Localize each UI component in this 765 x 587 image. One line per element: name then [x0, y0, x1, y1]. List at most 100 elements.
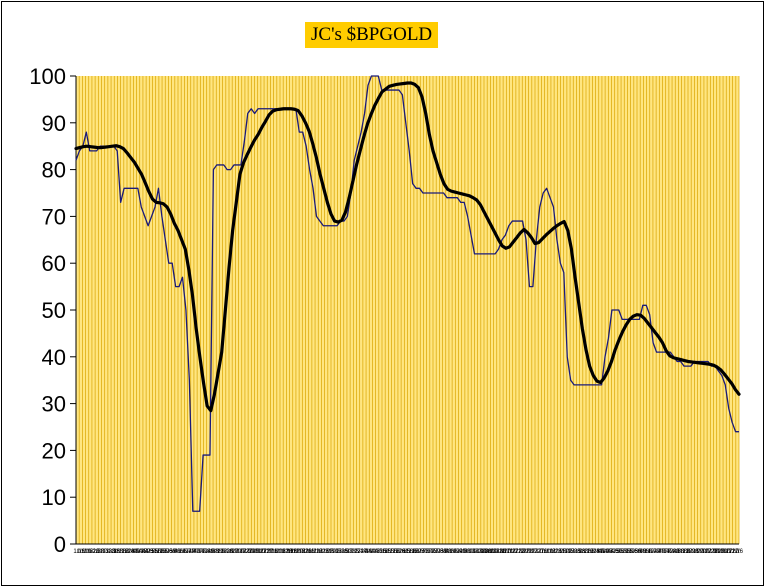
x-tick-label: 5/25 [626, 549, 638, 555]
x-tick-label: 3/6 [577, 549, 586, 555]
x-tick-label: 1/6 [306, 549, 315, 555]
x-tick-label: 6/14 [639, 549, 651, 555]
x-tick-label: 8/13 [677, 549, 689, 555]
x-tick-label: 9/17 [700, 549, 712, 555]
x-tick-label: 12/7 [518, 549, 530, 555]
x-tick-label: 12/27 [529, 549, 545, 555]
x-tick-label: 5/26 [394, 549, 406, 555]
y-tick-label: 100 [29, 64, 66, 89]
x-tick-label: 8/8 [676, 549, 685, 555]
x-tick-label: 6/4 [634, 549, 643, 555]
x-tick-label: 9/18 [467, 549, 479, 555]
x-tick-label: 1/16 [544, 549, 556, 555]
y-tick-label: 90 [42, 111, 66, 136]
x-tick-label: 8/23 [218, 549, 230, 555]
x-tick-label: 4/20 [604, 549, 616, 555]
x-tick-label: 3/21 [120, 549, 132, 555]
x-tick-label: 2/25 [569, 549, 581, 555]
x-tick-label: 7/25 [432, 549, 444, 555]
x-tick-label: 7/24 [199, 549, 211, 555]
x-tick-label: 7/30 [435, 549, 447, 555]
x-tick-label: 5/20 [158, 549, 170, 555]
x-tick-label: 8/3 [673, 549, 682, 555]
x-tick-label: 8/28 [222, 549, 234, 555]
x-tick-label: 2/10 [559, 549, 571, 555]
x-tick-label: 10/3 [477, 549, 489, 555]
x-tick-label: 2/25 [336, 549, 348, 555]
x-tick-label: 8/24 [451, 549, 463, 555]
x-tick-label: 5/16 [387, 549, 399, 555]
x-tick-label: 4/26 [375, 549, 387, 555]
x-tick-label: 3/22 [352, 549, 364, 555]
x-tick-label: 3/17 [349, 549, 361, 555]
x-tick-label: 6/25 [413, 549, 425, 555]
x-tick-label: 6/24 [180, 549, 192, 555]
x-tick-label: 5/30 [630, 549, 642, 555]
x-tick-label: 1/11 [541, 549, 553, 555]
x-tick-label: 9/23 [470, 549, 482, 555]
x-tick-label: 3/1 [108, 549, 117, 555]
x-tick-label: 2/23 [104, 549, 116, 555]
x-tick-label: 12/6 [285, 549, 297, 555]
x-tick-label: 8/3 [207, 549, 216, 555]
x-tick-label: 10/7 [247, 549, 259, 555]
x-tick-label: 5/5 [615, 549, 624, 555]
x-tick-label: 1/21 [85, 549, 97, 555]
x-tick-label: 8/28 [687, 549, 699, 555]
x-tick-label: 5/5 [150, 549, 159, 555]
x-tick-label: 7/14 [658, 549, 670, 555]
x-tick-label: 5/20 [623, 549, 635, 555]
x-tick-label: 3/11 [113, 549, 125, 555]
x-tick-label: 6/10 [403, 549, 415, 555]
x-tick-label: 1/26 [88, 549, 100, 555]
x-tick-label: 8/4 [440, 549, 449, 555]
x-tick-label: 11/6 [266, 549, 278, 555]
x-tick-label: 8/8 [210, 549, 219, 555]
x-tick-label: 12/12 [520, 549, 536, 555]
x-tick-label: 5/25 [161, 549, 173, 555]
x-tick-label: 6/4 [169, 549, 178, 555]
x-tick-label: 8/23 [684, 549, 696, 555]
x-tick-label: 10/2 [709, 549, 721, 555]
x-tick-label: 11/1 [729, 549, 741, 555]
x-tick-label: 5/10 [151, 549, 163, 555]
x-tick-label: 8/18 [215, 549, 227, 555]
x-tick-label: 10/7 [712, 549, 724, 555]
x-tick-label: 9/27 [241, 549, 253, 555]
x-tick-label: 4/15 [601, 549, 613, 555]
x-tick-label: 9/8 [462, 549, 471, 555]
x-tick-label: 5/30 [164, 549, 176, 555]
x-tick-label: 10/27 [724, 549, 740, 555]
x-tick-label: 7/4 [654, 549, 663, 555]
x-tick-label: 1/26 [550, 549, 562, 555]
x-tick-label: 3/16 [582, 549, 594, 555]
x-tick-label: 1/11 [308, 549, 320, 555]
x-tick-label: 3/16 [116, 549, 128, 555]
smoothed-series-line [74, 81, 741, 413]
y-tick-label: 0 [54, 532, 66, 557]
x-tick-label: 3/21 [585, 549, 597, 555]
x-tick-label: 2/3 [93, 549, 102, 555]
x-tick-label: 4/25 [607, 549, 619, 555]
x-tick-label: 10/13 [481, 549, 497, 555]
x-tick-label: 10/12 [249, 549, 265, 555]
x-tick-label: 11/11 [268, 549, 283, 555]
x-tick-label: 11/1 [263, 549, 275, 555]
x-tick-label: 4/5 [131, 549, 140, 555]
x-tick-label: 9/2 [226, 549, 235, 555]
x-tick-label: 6/29 [183, 549, 195, 555]
x-tick-label: 5/11 [384, 549, 396, 555]
x-tick-label: 2/18 [100, 549, 112, 555]
x-tick-label: 5/31 [397, 549, 409, 555]
x-tick-label: 1/1 [303, 549, 312, 555]
x-tick-label: 1/11 [78, 549, 90, 555]
x-tick-label: 9/17 [234, 549, 246, 555]
x-tick-label: 12/16 [290, 549, 306, 555]
x-tick-label: 10/17 [252, 549, 268, 555]
x-tick-label: 7/5 [421, 549, 430, 555]
x-tick-label: 4/1 [360, 549, 369, 555]
x-tick-label: 3/31 [126, 549, 138, 555]
x-tick-label: 10/27 [258, 549, 274, 555]
x-tick-label: 12/17 [523, 549, 539, 555]
